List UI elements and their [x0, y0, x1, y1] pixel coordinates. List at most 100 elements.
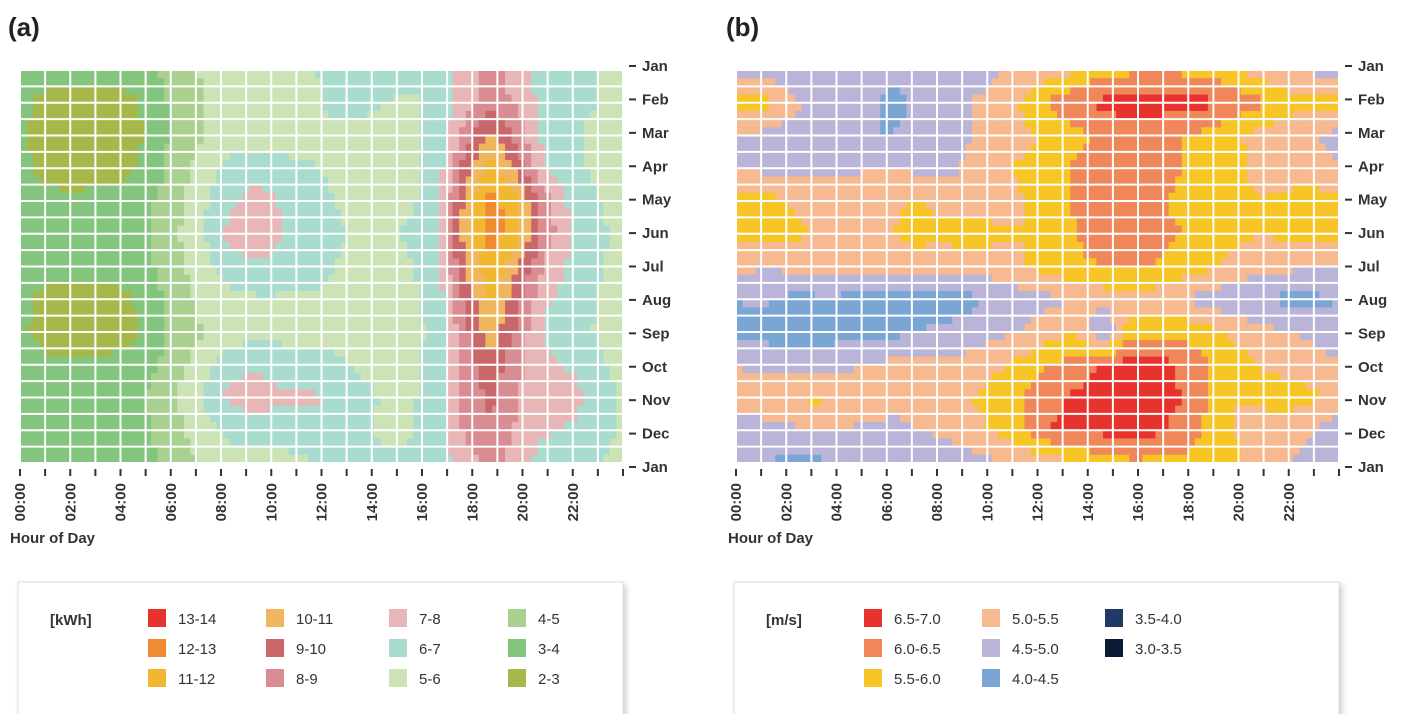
- heatmap-cell: [308, 233, 316, 243]
- heatmap-cell: [400, 151, 408, 161]
- heatmap-cell: [249, 389, 257, 399]
- heatmap-cell: [413, 430, 421, 440]
- heatmap-cell: [308, 422, 316, 431]
- heatmap-cell: [465, 372, 473, 382]
- heatmap-cell: [419, 135, 427, 145]
- heatmap-cell: [570, 291, 578, 300]
- heatmap-cell: [478, 233, 486, 243]
- heatmap-cell: [164, 217, 172, 227]
- heatmap-cell: [183, 192, 192, 202]
- heatmap-cell: [59, 160, 67, 169]
- heatmap-cell: [505, 356, 513, 366]
- heatmap-cell: [1011, 70, 1019, 79]
- heatmap-cell: [229, 323, 237, 333]
- heatmap-cell: [616, 78, 624, 87]
- heatmap-cell: [183, 233, 192, 243]
- heatmap-cell: [978, 102, 986, 112]
- heatmap-cell: [570, 332, 578, 341]
- heatmap-cell: [426, 160, 434, 169]
- heatmap-cell: [46, 446, 54, 456]
- heatmap-cell: [570, 102, 578, 112]
- heatmap-cell: [1319, 70, 1327, 79]
- heatmap-cell: [295, 151, 303, 161]
- heatmap-cell: [183, 258, 192, 268]
- heatmap-cell: [459, 430, 467, 440]
- heatmap-cell: [531, 364, 539, 374]
- heatmap-cell: [505, 225, 513, 235]
- heatmap-cell: [354, 307, 362, 317]
- heatmap-cell: [768, 78, 776, 87]
- heatmap-cell: [609, 201, 618, 210]
- heatmap-cell: [1286, 94, 1294, 104]
- heatmap-cell: [52, 168, 60, 178]
- heatmap-cell: [413, 413, 421, 423]
- heatmap-cell: [801, 94, 809, 104]
- heatmap-cell: [203, 201, 211, 210]
- heatmap-cell: [144, 282, 152, 292]
- heatmap-cell: [1004, 102, 1012, 112]
- heatmap-cell: [295, 422, 303, 431]
- heatmap-cell: [78, 127, 87, 137]
- heatmap-cell: [373, 151, 382, 161]
- heatmap-cell: [406, 291, 414, 300]
- heatmap-cell: [85, 241, 93, 251]
- heatmap-cell: [46, 315, 54, 325]
- heatmap-cell: [557, 135, 565, 145]
- heatmap-cell: [203, 323, 211, 333]
- heatmap-cell: [229, 217, 237, 227]
- heatmap-cell: [46, 78, 54, 87]
- heatmap-cell: [537, 422, 545, 431]
- heatmap-cell: [1116, 78, 1124, 87]
- heatmap-cell: [380, 119, 388, 128]
- heatmap-cell: [229, 209, 237, 218]
- heatmap-cell: [860, 70, 868, 79]
- heatmap-cell: [177, 332, 185, 341]
- heatmap-cell: [20, 168, 28, 178]
- heatmap-cell: [118, 348, 126, 358]
- heatmap-cell: [157, 372, 165, 382]
- heatmap-cell: [459, 102, 467, 112]
- heatmap-cell: [26, 225, 34, 235]
- heatmap-cell: [59, 405, 67, 415]
- heatmap-cell: [33, 340, 41, 349]
- heatmap-cell: [446, 454, 454, 464]
- heatmap-cell: [203, 184, 211, 194]
- heatmap-cell: [1089, 94, 1098, 104]
- heatmap-cell: [275, 94, 283, 104]
- month-tick-label: Nov: [642, 392, 671, 409]
- heatmap-cell: [893, 86, 901, 96]
- heatmap-cell: [85, 381, 93, 390]
- heatmap-cell: [426, 258, 434, 268]
- heatmap-cell: [893, 102, 901, 112]
- heatmap-cell: [1332, 78, 1340, 87]
- heatmap-cell: [282, 192, 290, 202]
- heatmap-cell: [157, 389, 165, 399]
- heatmap-cell: [334, 454, 342, 464]
- heatmap-cell: [314, 135, 323, 145]
- heatmap-cell: [550, 291, 559, 300]
- heatmap-cell: [39, 250, 47, 259]
- heatmap-cell: [616, 233, 624, 243]
- heatmap-cell: [583, 127, 591, 137]
- heatmap-cell: [550, 323, 559, 333]
- heatmap-cell: [255, 86, 264, 96]
- heatmap-cell: [919, 102, 927, 112]
- heatmap-cell: [439, 151, 447, 161]
- heatmap-cell: [380, 70, 388, 79]
- heatmap-cell: [275, 291, 283, 300]
- heatmap-cell: [505, 258, 513, 268]
- heatmap-cell: [282, 94, 290, 104]
- heatmap-cell: [269, 160, 277, 169]
- legend-label: 8-9: [296, 671, 318, 688]
- heatmap-cell: [78, 192, 87, 202]
- heatmap-cell: [262, 446, 270, 456]
- heatmap-cell: [531, 356, 539, 366]
- heatmap-cell: [78, 430, 87, 440]
- heatmap-cell: [505, 315, 513, 325]
- heatmap-cell: [131, 176, 139, 186]
- heatmap-cell: [341, 405, 349, 415]
- heatmap-cell: [1194, 70, 1202, 79]
- heatmap-cell: [583, 405, 591, 415]
- heatmap-cell: [183, 381, 192, 390]
- heatmap-cell: [190, 233, 198, 243]
